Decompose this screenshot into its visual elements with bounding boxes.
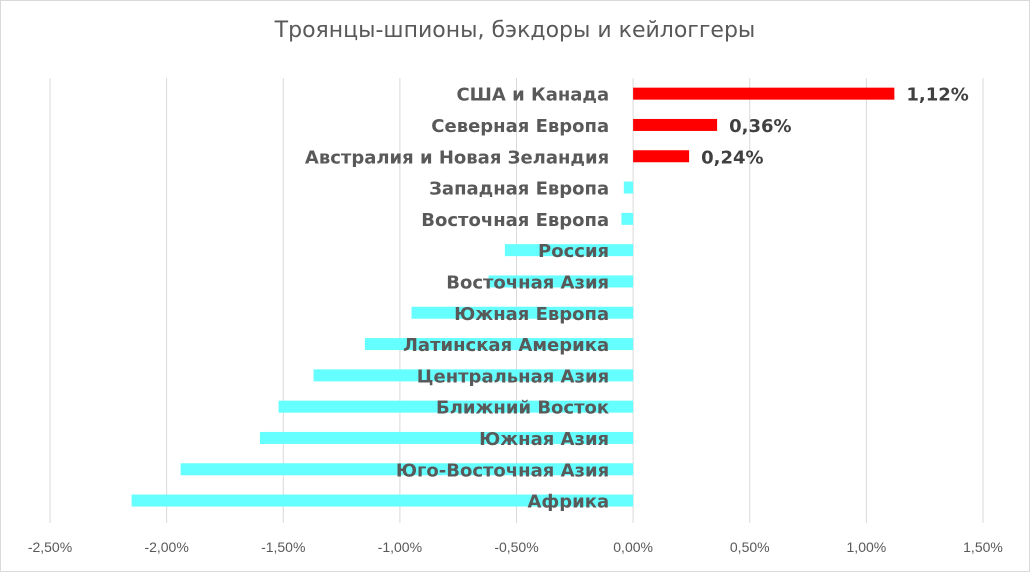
x-tick-label: 1,00% [847, 539, 887, 555]
category-label: Австралия и Новая Зеландия [305, 147, 609, 168]
category-label: США и Канада [456, 85, 609, 106]
x-tick-label: 0,00% [613, 539, 653, 555]
x-tick-label: 1,50% [963, 539, 1003, 555]
bar [504, 244, 634, 257]
x-tick-label: -2,00% [144, 539, 188, 555]
category-label: Восточная Европа [421, 210, 609, 231]
bar [313, 369, 634, 382]
x-tick-label: -1,50% [261, 539, 305, 555]
x-tick-label: -0,50% [494, 539, 538, 555]
data-label: 0,24% [701, 147, 763, 168]
bar [364, 338, 634, 351]
x-tick-label: -2,50% [28, 539, 72, 555]
category-label: Африка [527, 492, 609, 513]
bar [623, 181, 634, 194]
category-label: Латинская Америка [403, 335, 609, 356]
category-label: Южная Азия [479, 429, 609, 450]
category-label: Юго-Восточная Азия [396, 460, 609, 481]
bar [633, 118, 718, 131]
bar [411, 306, 634, 319]
category-label: Центральная Азия [417, 366, 609, 387]
data-label: 1,12% [906, 85, 968, 106]
category-label: Западная Европа [429, 179, 609, 200]
category-label: Южная Европа [454, 304, 609, 325]
x-tick-label: 0,50% [730, 539, 770, 555]
category-label: Восточная Азия [446, 272, 609, 293]
bar [621, 212, 634, 225]
category-label: Россия [538, 241, 609, 262]
bar [633, 87, 895, 100]
bar [278, 400, 634, 413]
data-label: 0,36% [729, 116, 791, 137]
x-tick-label: -1,00% [378, 539, 422, 555]
bar [180, 463, 634, 476]
bar [488, 275, 634, 288]
chart-title: Троянцы-шпионы, бэкдоры и кейлоггеры [274, 18, 756, 43]
category-label: Ближний Восток [436, 398, 609, 419]
bar [259, 431, 634, 444]
category-label: Северная Европа [431, 116, 609, 137]
bar [633, 150, 690, 163]
bar [131, 494, 634, 507]
